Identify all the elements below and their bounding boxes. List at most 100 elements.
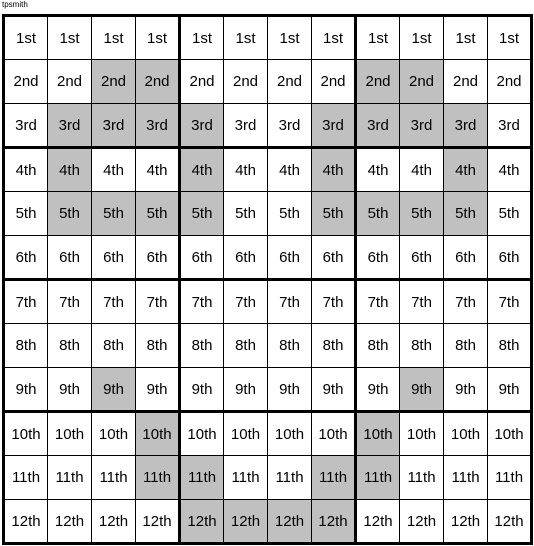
grid-cell: 11th xyxy=(400,456,444,500)
grid-cell: 5th xyxy=(356,192,400,236)
grid-cell: 8th xyxy=(48,324,92,368)
grid-cell: 2nd xyxy=(136,60,180,104)
grid-cell: 11th xyxy=(488,456,532,500)
grid-cell: 10th xyxy=(268,412,312,456)
grid-cell: 1st xyxy=(92,16,136,60)
grid-cell: 7th xyxy=(488,280,532,324)
grid-cell: 10th xyxy=(4,412,48,456)
grid-cell: 1st xyxy=(268,16,312,60)
grid-cell: 10th xyxy=(488,412,532,456)
grid-cell: 12th xyxy=(180,500,224,544)
grid-cell: 6th xyxy=(92,236,136,280)
grid-cell: 1st xyxy=(356,16,400,60)
grid-cell: 3rd xyxy=(92,104,136,148)
grid-cell: 2nd xyxy=(488,60,532,104)
grid-cell: 11th xyxy=(312,456,356,500)
grid-cell: 9th xyxy=(92,368,136,412)
grid-cell: 4th xyxy=(92,148,136,192)
grid-cell: 9th xyxy=(488,368,532,412)
grid-cell: 8th xyxy=(136,324,180,368)
grid-cell: 6th xyxy=(312,236,356,280)
grid-cell: 9th xyxy=(356,368,400,412)
grid-cell: 6th xyxy=(136,236,180,280)
grid-cell: 11th xyxy=(444,456,488,500)
grid-cell: 3rd xyxy=(356,104,400,148)
grid-cell: 4th xyxy=(4,148,48,192)
grid-cell: 4th xyxy=(312,148,356,192)
grid-cell: 7th xyxy=(400,280,444,324)
grid-cell: 1st xyxy=(4,16,48,60)
grid-cell: 8th xyxy=(356,324,400,368)
grid-cell: 1st xyxy=(136,16,180,60)
ordinal-grid: 1st1st1st1st1st1st1st1st1st1st1st1st2nd2… xyxy=(2,14,533,545)
grid-cell: 5th xyxy=(180,192,224,236)
grid-cell: 1st xyxy=(224,16,268,60)
grid-cell: 7th xyxy=(48,280,92,324)
grid-cell: 8th xyxy=(180,324,224,368)
grid-cell: 8th xyxy=(312,324,356,368)
grid-cell: 2nd xyxy=(224,60,268,104)
grid-cell: 8th xyxy=(444,324,488,368)
grid-cell: 4th xyxy=(356,148,400,192)
grid-cell: 12th xyxy=(136,500,180,544)
grid-cell: 7th xyxy=(180,280,224,324)
grid-cell: 6th xyxy=(356,236,400,280)
grid-cell: 6th xyxy=(180,236,224,280)
grid-cell: 4th xyxy=(48,148,92,192)
grid-cell: 12th xyxy=(488,500,532,544)
grid-cell: 5th xyxy=(268,192,312,236)
grid-cell: 3rd xyxy=(400,104,444,148)
grid-cell: 5th xyxy=(312,192,356,236)
grid-cell: 9th xyxy=(268,368,312,412)
grid-cell: 6th xyxy=(268,236,312,280)
grid-cell: 4th xyxy=(444,148,488,192)
grid-cell: 6th xyxy=(224,236,268,280)
grid-cell: 7th xyxy=(356,280,400,324)
grid-cell: 6th xyxy=(4,236,48,280)
grid-cell: 2nd xyxy=(4,60,48,104)
grid-cell: 4th xyxy=(224,148,268,192)
grid-cell: 5th xyxy=(488,192,532,236)
grid-cell: 12th xyxy=(92,500,136,544)
grid-cell: 10th xyxy=(224,412,268,456)
grid-cell: 11th xyxy=(224,456,268,500)
grid-cell: 5th xyxy=(400,192,444,236)
grid-cell: 12th xyxy=(4,500,48,544)
grid-cell: 6th xyxy=(400,236,444,280)
grid-cell: 12th xyxy=(312,500,356,544)
grid-cell: 11th xyxy=(48,456,92,500)
grid-cell: 2nd xyxy=(400,60,444,104)
grid-cell: 7th xyxy=(312,280,356,324)
grid-cell: 11th xyxy=(136,456,180,500)
grid-cell: 8th xyxy=(4,324,48,368)
grid-cell: 9th xyxy=(224,368,268,412)
grid-cell: 11th xyxy=(92,456,136,500)
grid-cell: 10th xyxy=(444,412,488,456)
grid-cell: 3rd xyxy=(180,104,224,148)
grid-cell: 10th xyxy=(180,412,224,456)
grid-cell: 2nd xyxy=(356,60,400,104)
grid-cell: 7th xyxy=(136,280,180,324)
grid-cell: 8th xyxy=(268,324,312,368)
grid-cell: 12th xyxy=(224,500,268,544)
grid-cell: 8th xyxy=(92,324,136,368)
grid-cell: 2nd xyxy=(312,60,356,104)
grid-cell: 12th xyxy=(268,500,312,544)
grid-cell: 12th xyxy=(400,500,444,544)
grid-cell: 5th xyxy=(48,192,92,236)
grid-cell: 9th xyxy=(400,368,444,412)
grid-cell: 5th xyxy=(4,192,48,236)
grid-cell: 1st xyxy=(48,16,92,60)
grid-cell: 2nd xyxy=(444,60,488,104)
grid-cell: 9th xyxy=(48,368,92,412)
grid-cell: 4th xyxy=(400,148,444,192)
grid-cell: 9th xyxy=(136,368,180,412)
grid-cell: 11th xyxy=(268,456,312,500)
attribution-text: tpsmith xyxy=(2,0,28,9)
grid-cell: 5th xyxy=(224,192,268,236)
grid-cell: 2nd xyxy=(180,60,224,104)
grid-cell: 8th xyxy=(488,324,532,368)
grid-cell: 6th xyxy=(48,236,92,280)
grid-cell: 12th xyxy=(48,500,92,544)
grid-cell: 4th xyxy=(268,148,312,192)
